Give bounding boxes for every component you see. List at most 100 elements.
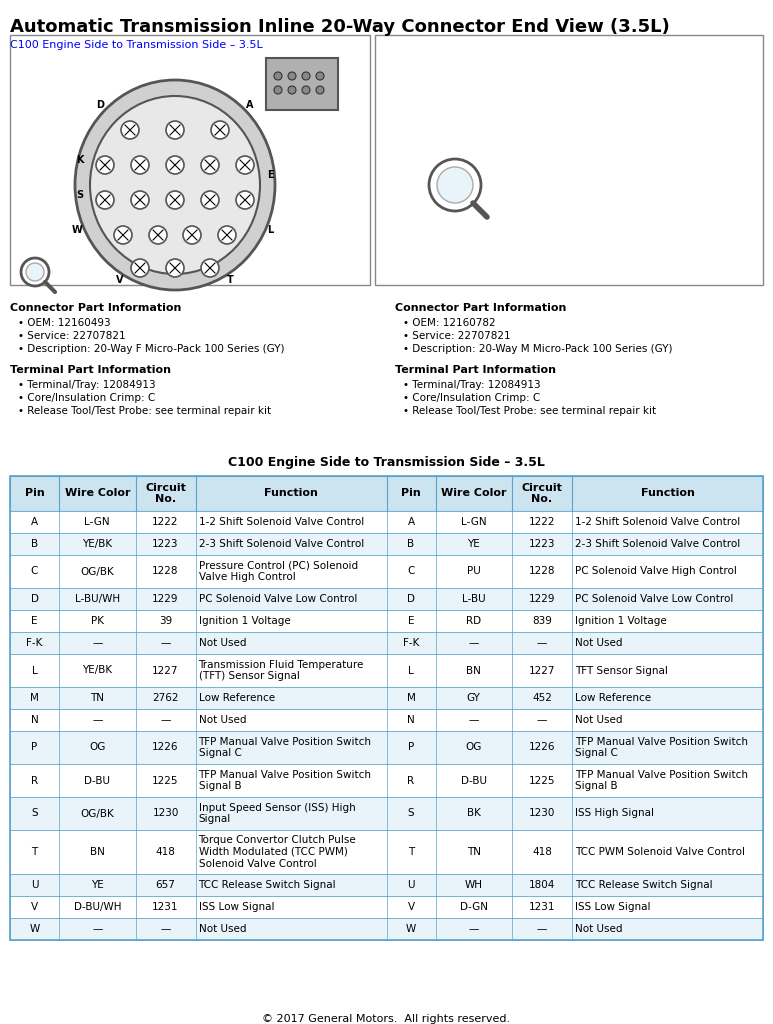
Circle shape (316, 72, 324, 80)
Text: Pin: Pin (25, 488, 44, 499)
Circle shape (166, 191, 184, 209)
Circle shape (316, 86, 324, 94)
Text: 1-2 Shift Solenoid Valve Control: 1-2 Shift Solenoid Valve Control (575, 517, 741, 527)
Bar (10, 874, 763, 896)
Bar (375, 35, 763, 285)
Bar (10, 588, 763, 610)
Bar (10, 830, 763, 874)
Text: S: S (407, 809, 414, 818)
Text: 1231: 1231 (529, 902, 555, 912)
Text: B: B (407, 539, 414, 549)
Circle shape (218, 226, 236, 244)
Text: T: T (226, 275, 233, 285)
Text: GY: GY (467, 693, 481, 703)
Bar (10, 896, 763, 918)
Text: • Service: 22707821: • Service: 22707821 (403, 331, 511, 341)
Text: • Core/Insulation Crimp: C: • Core/Insulation Crimp: C (18, 393, 155, 403)
Text: Low Reference: Low Reference (199, 693, 274, 703)
Text: K: K (77, 155, 83, 165)
Text: BN: BN (466, 666, 482, 676)
Bar (10, 35, 370, 285)
Bar (10, 610, 763, 632)
Circle shape (131, 156, 149, 174)
Text: V: V (407, 902, 414, 912)
Text: 1223: 1223 (152, 539, 179, 549)
Text: D-BU/WH: D-BU/WH (73, 902, 121, 912)
Text: W: W (29, 924, 39, 934)
Text: —: — (536, 715, 547, 725)
Text: OG: OG (89, 742, 105, 753)
Text: Circuit
No.: Circuit No. (522, 482, 563, 504)
Circle shape (274, 72, 282, 80)
Text: Connector Part Information: Connector Part Information (395, 303, 567, 313)
Bar (10, 476, 763, 511)
Text: Connector Part Information: Connector Part Information (10, 303, 182, 313)
Text: Not Used: Not Used (575, 924, 622, 934)
Text: 1225: 1225 (152, 775, 179, 785)
Text: TN: TN (90, 693, 104, 703)
Text: 2-3 Shift Solenoid Valve Control: 2-3 Shift Solenoid Valve Control (199, 539, 364, 549)
Circle shape (236, 191, 254, 209)
Text: C: C (407, 566, 415, 577)
Text: • Release Tool/Test Probe: see terminal repair kit: • Release Tool/Test Probe: see terminal … (18, 406, 271, 416)
Text: 839: 839 (532, 616, 552, 626)
Text: N: N (31, 715, 39, 725)
Circle shape (131, 191, 149, 209)
Ellipse shape (90, 96, 260, 274)
Text: L-BU/WH: L-BU/WH (75, 594, 120, 604)
Bar (10, 687, 763, 709)
Circle shape (121, 121, 139, 139)
Bar (10, 534, 763, 555)
Text: Circuit
No.: Circuit No. (145, 482, 186, 504)
Text: —: — (536, 924, 547, 934)
Text: TCC PWM Solenoid Valve Control: TCC PWM Solenoid Valve Control (575, 847, 745, 857)
Bar (10, 476, 763, 940)
Text: T: T (32, 847, 38, 857)
Bar (10, 731, 763, 764)
Text: D-BU: D-BU (84, 775, 111, 785)
Text: 1228: 1228 (152, 566, 179, 577)
Text: F-K: F-K (403, 638, 419, 648)
Text: BN: BN (90, 847, 105, 857)
Text: 1229: 1229 (152, 594, 179, 604)
Circle shape (437, 167, 473, 203)
Text: • Core/Insulation Crimp: C: • Core/Insulation Crimp: C (403, 393, 540, 403)
Text: ISS High Signal: ISS High Signal (575, 809, 654, 818)
FancyBboxPatch shape (266, 58, 338, 110)
Text: P: P (32, 742, 38, 753)
Text: 1226: 1226 (529, 742, 555, 753)
Text: N: N (407, 715, 415, 725)
Text: YE/BK: YE/BK (82, 539, 112, 549)
Text: 1230: 1230 (529, 809, 555, 818)
Text: 2762: 2762 (152, 693, 179, 703)
Text: RD: RD (466, 616, 482, 626)
Text: A: A (407, 517, 414, 527)
Text: 1222: 1222 (529, 517, 555, 527)
Text: —: — (468, 715, 479, 725)
Text: OG/BK: OG/BK (80, 809, 114, 818)
Text: 1226: 1226 (152, 742, 179, 753)
Text: D: D (31, 594, 39, 604)
Text: ISS Low Signal: ISS Low Signal (199, 902, 274, 912)
Text: Function: Function (264, 488, 318, 499)
Text: 418: 418 (532, 847, 552, 857)
Text: 1223: 1223 (529, 539, 555, 549)
Text: 1222: 1222 (152, 517, 179, 527)
Text: T: T (408, 847, 414, 857)
Text: Torque Convertor Clutch Pulse
Width Modulated (TCC PWM)
Solenoid Valve Control: Torque Convertor Clutch Pulse Width Modu… (199, 836, 356, 868)
Circle shape (302, 86, 310, 94)
Text: 1804: 1804 (529, 880, 555, 890)
Text: Input Speed Sensor (ISS) High
Signal: Input Speed Sensor (ISS) High Signal (199, 803, 356, 824)
Text: C100 Engine Side to Transmission Side – 3.5L: C100 Engine Side to Transmission Side – … (228, 456, 545, 469)
Text: U: U (407, 880, 415, 890)
Text: Function: Function (641, 488, 694, 499)
Text: L: L (408, 666, 414, 676)
Circle shape (201, 156, 219, 174)
Text: L-GN: L-GN (84, 517, 110, 527)
Text: —: — (536, 638, 547, 648)
Circle shape (131, 259, 149, 278)
Text: S: S (77, 190, 83, 200)
Text: M: M (407, 693, 416, 703)
Text: TFT Sensor Signal: TFT Sensor Signal (575, 666, 668, 676)
Text: U: U (31, 880, 39, 890)
